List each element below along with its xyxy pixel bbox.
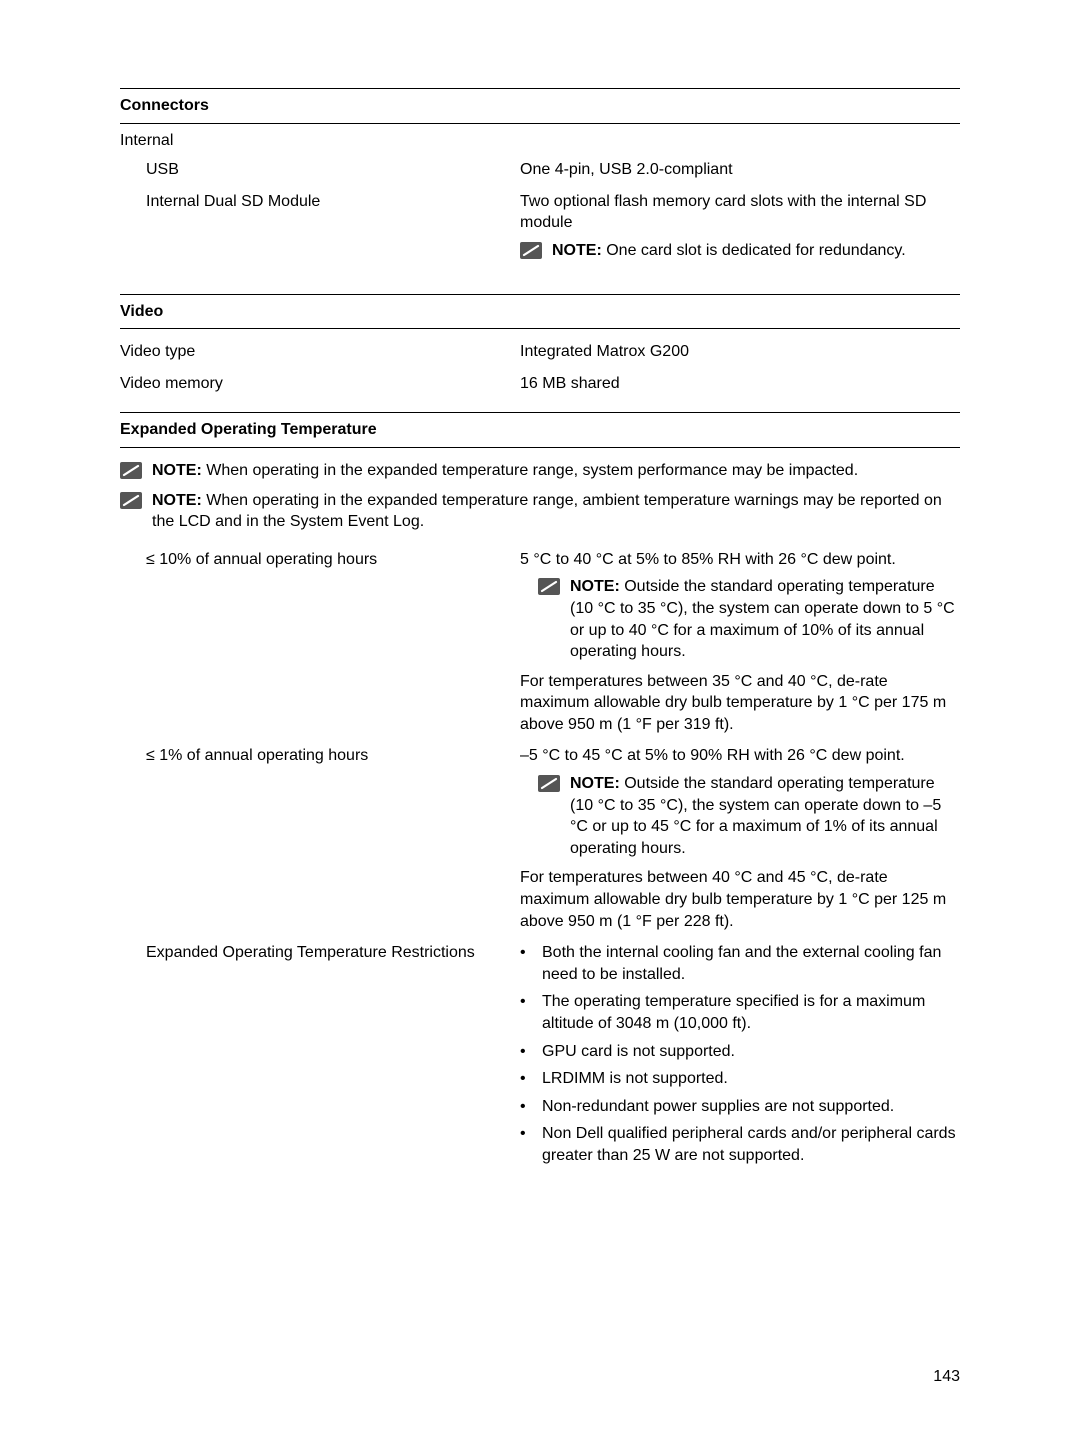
- video-type-label: Video type: [120, 341, 490, 363]
- sd-note: NOTE: One card slot is dedicated for red…: [552, 240, 960, 262]
- one-percent-derate: For temperatures between 40 °C and 45 °C…: [520, 867, 960, 932]
- list-item: Both the internal cooling fan and the ex…: [542, 942, 960, 985]
- video-memory-label: Video memory: [120, 373, 490, 395]
- sd-value: Two optional flash memory card slots wit…: [520, 191, 960, 234]
- note-icon: [520, 242, 542, 259]
- list-item: The operating temperature specified is f…: [542, 991, 960, 1034]
- list-item: LRDIMM is not supported.: [542, 1068, 728, 1090]
- internal-subheader: Internal: [120, 123, 960, 160]
- note-icon: [538, 775, 560, 792]
- usb-label: USB: [120, 159, 490, 181]
- restrictions-label: Expanded Operating Temperature Restricti…: [120, 942, 490, 1172]
- connectors-heading: Connectors: [120, 88, 960, 123]
- note-icon: [120, 492, 142, 509]
- list-item: GPU card is not supported.: [542, 1041, 735, 1063]
- eot-note-2: NOTE: When operating in the expanded tem…: [152, 490, 960, 533]
- note-icon: [538, 578, 560, 595]
- eot-heading: Expanded Operating Temperature: [120, 412, 960, 448]
- page-number: 143: [933, 1366, 960, 1388]
- video-type-value: Integrated Matrox G200: [490, 341, 960, 363]
- ten-percent-derate: For temperatures between 35 °C and 40 °C…: [520, 671, 960, 736]
- restrictions-list: •Both the internal cooling fan and the e…: [520, 942, 960, 1166]
- ten-percent-value: 5 °C to 40 °C at 5% to 85% RH with 26 °C…: [520, 549, 960, 571]
- video-heading: Video: [120, 294, 960, 330]
- video-memory-value: 16 MB shared: [490, 373, 960, 395]
- one-percent-value: –5 °C to 45 °C at 5% to 90% RH with 26 °…: [520, 745, 960, 767]
- ten-percent-label: ≤ 10% of annual operating hours: [120, 549, 490, 736]
- ten-percent-note: NOTE: Outside the standard operating tem…: [570, 576, 960, 662]
- sd-label: Internal Dual SD Module: [120, 191, 490, 270]
- one-percent-label: ≤ 1% of annual operating hours: [120, 745, 490, 932]
- list-item: Non Dell qualified peripheral cards and/…: [542, 1123, 960, 1166]
- usb-value: One 4-pin, USB 2.0-compliant: [490, 159, 960, 181]
- eot-note-1: NOTE: When operating in the expanded tem…: [152, 460, 960, 482]
- list-item: Non-redundant power supplies are not sup…: [542, 1096, 894, 1118]
- one-percent-note: NOTE: Outside the standard operating tem…: [570, 773, 960, 859]
- note-icon: [120, 462, 142, 479]
